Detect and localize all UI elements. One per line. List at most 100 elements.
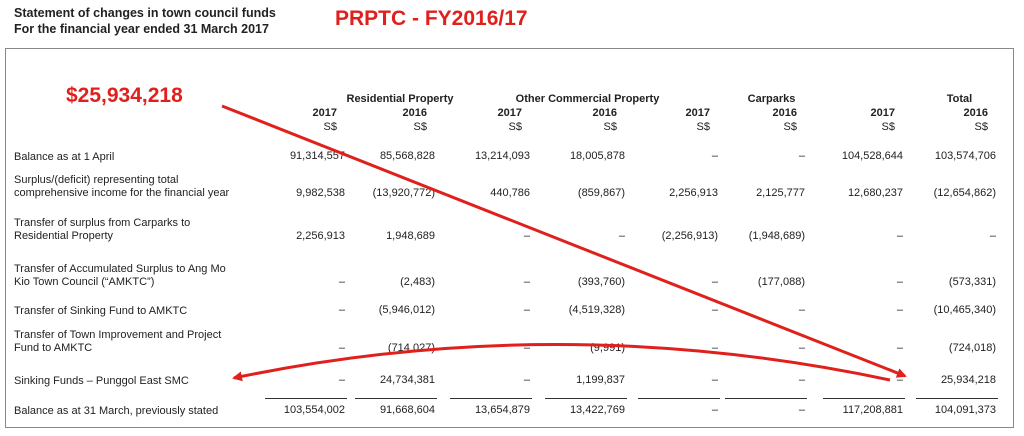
cell: –	[798, 404, 805, 416]
row-label: Sinking Funds – Punggol East SMC	[14, 374, 189, 387]
year-header: 2016	[402, 107, 427, 119]
cell: –	[798, 150, 805, 162]
cell: 13,214,093	[474, 150, 530, 162]
cell: 440,786	[490, 187, 530, 199]
rule	[265, 398, 347, 399]
cell: –	[711, 276, 718, 288]
cell: –	[896, 374, 903, 386]
year-header: 2016	[772, 107, 797, 119]
unit-header: S$	[413, 121, 427, 133]
cell: –	[711, 304, 718, 316]
rule	[823, 398, 905, 399]
cell: 18,005,878	[569, 150, 625, 162]
cell: 13,654,879	[474, 404, 530, 416]
cell: –	[338, 276, 345, 288]
group-header: Other Commercial Property	[515, 93, 660, 105]
cell: –	[798, 374, 805, 386]
cell: (2,483)	[400, 276, 435, 288]
cell: –	[618, 230, 625, 242]
doc-title: Statement of changes in town council fun…	[14, 6, 276, 20]
cell: 104,091,373	[934, 404, 996, 416]
cell: (724,018)	[948, 342, 996, 354]
cell: –	[338, 304, 345, 316]
cell: (4,519,328)	[568, 304, 625, 316]
unit-header: S$	[323, 121, 337, 133]
cell: –	[896, 304, 903, 316]
cell: (10,465,340)	[933, 304, 996, 316]
cell: –	[711, 404, 718, 416]
cell: 9,982,538	[296, 187, 345, 199]
year-header: 2017	[312, 107, 337, 119]
rule	[638, 398, 720, 399]
cell: 2,125,777	[756, 187, 805, 199]
cell: –	[711, 374, 718, 386]
cell: (13,920,772)	[372, 187, 435, 199]
year-header: 2017	[685, 107, 710, 119]
row-label: Transfer of Accumulated Surplus to Ang M…	[14, 263, 226, 288]
rule	[725, 398, 807, 399]
cell: –	[523, 304, 530, 316]
rule	[916, 398, 998, 399]
cell: 104,528,644	[841, 150, 903, 162]
year-header: 2017	[497, 107, 522, 119]
arrow	[232, 343, 891, 382]
cell: (393,760)	[577, 276, 625, 288]
unit-header: S$	[696, 121, 710, 133]
cell: 117,208,881	[842, 404, 903, 416]
row-label: Transfer of surplus from Carparks to Res…	[14, 217, 191, 242]
group-header: Residential Property	[346, 93, 454, 105]
row-label: Balance as at 31 March, previously state…	[14, 404, 219, 417]
group-header: Carparks	[747, 93, 796, 105]
cell: 91,314,557	[289, 150, 345, 162]
cell: (859,867)	[577, 187, 625, 199]
cell: (2,256,913)	[661, 230, 718, 242]
unit-header: S$	[508, 121, 522, 133]
cell: 1,199,837	[576, 374, 625, 386]
cell: 103,574,706	[934, 150, 996, 162]
unit-header: S$	[974, 121, 988, 133]
unit-header: S$	[603, 121, 617, 133]
cell: 25,934,218	[940, 374, 996, 386]
cell: (177,088)	[757, 276, 805, 288]
unit-header: S$	[881, 121, 895, 133]
unit-header: S$	[783, 121, 797, 133]
rule	[545, 398, 627, 399]
cell: –	[896, 230, 903, 242]
table-frame	[5, 48, 1014, 428]
cell: –	[523, 276, 530, 288]
cell: –	[896, 342, 903, 354]
cell: –	[338, 342, 345, 354]
annotation-callout: $25,934,218	[66, 84, 183, 107]
year-header: 2017	[870, 107, 895, 119]
cell: –	[798, 304, 805, 316]
cell: –	[896, 276, 903, 288]
cell: 12,680,237	[847, 187, 903, 199]
row-label: Balance as at 1 April	[14, 150, 115, 163]
row-label: Transfer of Sinking Fund to AMKTC	[14, 304, 188, 317]
cell: –	[338, 374, 345, 386]
cell: (573,331)	[948, 276, 996, 288]
cell: 2,256,913	[669, 187, 718, 199]
cell: (12,654,862)	[933, 187, 996, 199]
row-label: Transfer of Town Improvement and Project…	[14, 329, 222, 354]
cell: –	[523, 374, 530, 386]
row-label: Surplus/(deficit) representing total com…	[14, 174, 230, 199]
cell: (1,948,689)	[748, 230, 805, 242]
rule	[355, 398, 437, 399]
arrow	[221, 104, 907, 378]
cell: –	[711, 150, 718, 162]
cell: –	[523, 342, 530, 354]
cell: –	[523, 230, 530, 242]
doc-subtitle: For the financial year ended 31 March 20…	[14, 22, 269, 36]
cell: –	[711, 342, 718, 354]
group-header: Total	[946, 93, 973, 105]
cell: 13,422,769	[569, 404, 625, 416]
annotation-title: PRPTC - FY2016/17	[335, 7, 528, 30]
cell: (5,946,012)	[378, 304, 435, 316]
cell: 24,734,381	[379, 374, 435, 386]
cell: –	[798, 342, 805, 354]
cell: 1,948,689	[386, 230, 435, 242]
year-header: 2016	[592, 107, 617, 119]
cell: 91,668,604	[379, 404, 435, 416]
